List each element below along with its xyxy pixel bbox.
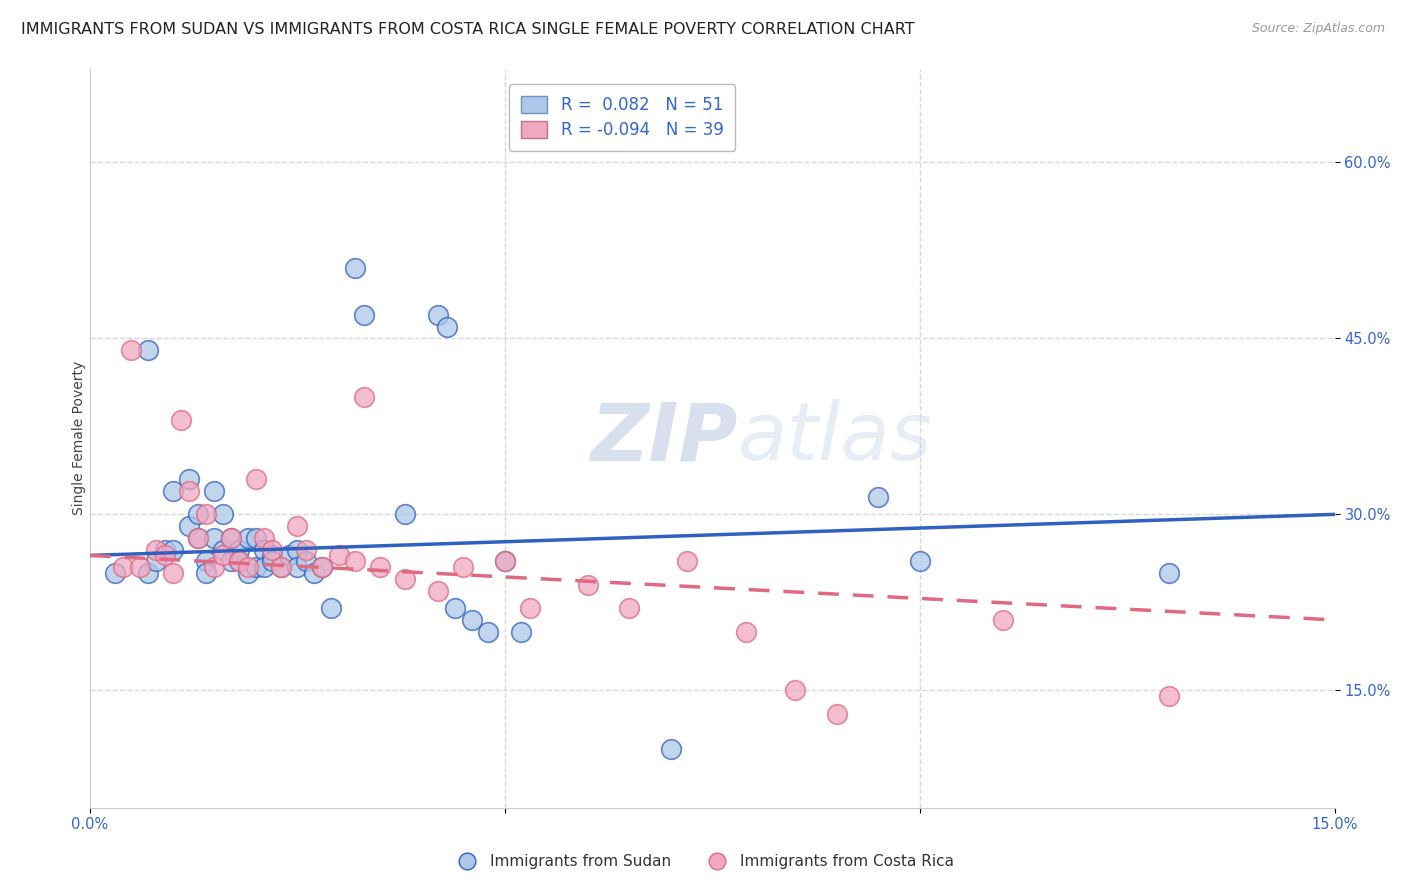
Point	[187, 531, 209, 545]
Point	[153, 542, 176, 557]
Point	[179, 472, 201, 486]
Point	[211, 549, 233, 563]
Point	[170, 413, 193, 427]
Legend: R =  0.082   N = 51, R = -0.094   N = 39: R = 0.082 N = 51, R = -0.094 N = 39	[509, 84, 735, 151]
Point	[202, 560, 225, 574]
Point	[344, 554, 367, 568]
Point	[245, 531, 267, 545]
Legend: Immigrants from Sudan, Immigrants from Costa Rica: Immigrants from Sudan, Immigrants from C…	[446, 848, 960, 875]
Point	[319, 601, 342, 615]
Text: Source: ZipAtlas.com: Source: ZipAtlas.com	[1251, 22, 1385, 36]
Point	[868, 490, 890, 504]
Point	[294, 554, 316, 568]
Point	[195, 508, 218, 522]
Point	[187, 531, 209, 545]
Point	[211, 508, 233, 522]
Point	[236, 531, 259, 545]
Point	[510, 624, 533, 639]
Point	[294, 542, 316, 557]
Point	[270, 560, 292, 574]
Point	[311, 560, 333, 574]
Point	[444, 601, 467, 615]
Point	[427, 308, 450, 322]
Point	[328, 549, 350, 563]
Point	[460, 613, 482, 627]
Point	[394, 508, 416, 522]
Point	[228, 542, 250, 557]
Point	[825, 706, 848, 721]
Point	[285, 519, 308, 533]
Point	[153, 549, 176, 563]
Point	[311, 560, 333, 574]
Point	[245, 472, 267, 486]
Point	[128, 560, 150, 574]
Point	[262, 554, 284, 568]
Point	[195, 554, 218, 568]
Point	[112, 560, 135, 574]
Point	[211, 542, 233, 557]
Text: IMMIGRANTS FROM SUDAN VS IMMIGRANTS FROM COSTA RICA SINGLE FEMALE POVERTY CORREL: IMMIGRANTS FROM SUDAN VS IMMIGRANTS FROM…	[21, 22, 915, 37]
Point	[278, 549, 301, 563]
Point	[908, 554, 931, 568]
Point	[676, 554, 699, 568]
Point	[219, 554, 242, 568]
Point	[202, 531, 225, 545]
Point	[427, 583, 450, 598]
Point	[785, 683, 807, 698]
Point	[104, 566, 127, 580]
Point	[195, 566, 218, 580]
Text: ZIP: ZIP	[591, 399, 737, 477]
Point	[145, 554, 167, 568]
Point	[219, 531, 242, 545]
Point	[136, 566, 159, 580]
Point	[453, 560, 475, 574]
Point	[245, 560, 267, 574]
Point	[253, 542, 276, 557]
Point	[353, 308, 375, 322]
Point	[285, 560, 308, 574]
Point	[202, 483, 225, 498]
Point	[353, 390, 375, 404]
Point	[228, 554, 250, 568]
Point	[270, 560, 292, 574]
Point	[477, 624, 499, 639]
Point	[228, 554, 250, 568]
Point	[370, 560, 392, 574]
Point	[285, 542, 308, 557]
Point	[236, 566, 259, 580]
Point	[394, 572, 416, 586]
Point	[162, 542, 184, 557]
Point	[344, 260, 367, 275]
Point	[179, 519, 201, 533]
Point	[302, 566, 325, 580]
Point	[262, 542, 284, 557]
Point	[179, 483, 201, 498]
Point	[136, 343, 159, 357]
Point	[219, 531, 242, 545]
Point	[619, 601, 641, 615]
Point	[253, 531, 276, 545]
Point	[253, 560, 276, 574]
Point	[162, 566, 184, 580]
Point	[236, 560, 259, 574]
Point	[659, 742, 682, 756]
Text: atlas: atlas	[737, 399, 932, 477]
Point	[576, 578, 599, 592]
Point	[1157, 690, 1180, 704]
Point	[734, 624, 756, 639]
Point	[262, 549, 284, 563]
Point	[120, 343, 142, 357]
Point	[494, 554, 516, 568]
Point	[1157, 566, 1180, 580]
Y-axis label: Single Female Poverty: Single Female Poverty	[72, 361, 86, 516]
Point	[187, 508, 209, 522]
Point	[519, 601, 541, 615]
Point	[494, 554, 516, 568]
Point	[991, 613, 1014, 627]
Point	[162, 483, 184, 498]
Point	[145, 542, 167, 557]
Point	[436, 319, 458, 334]
